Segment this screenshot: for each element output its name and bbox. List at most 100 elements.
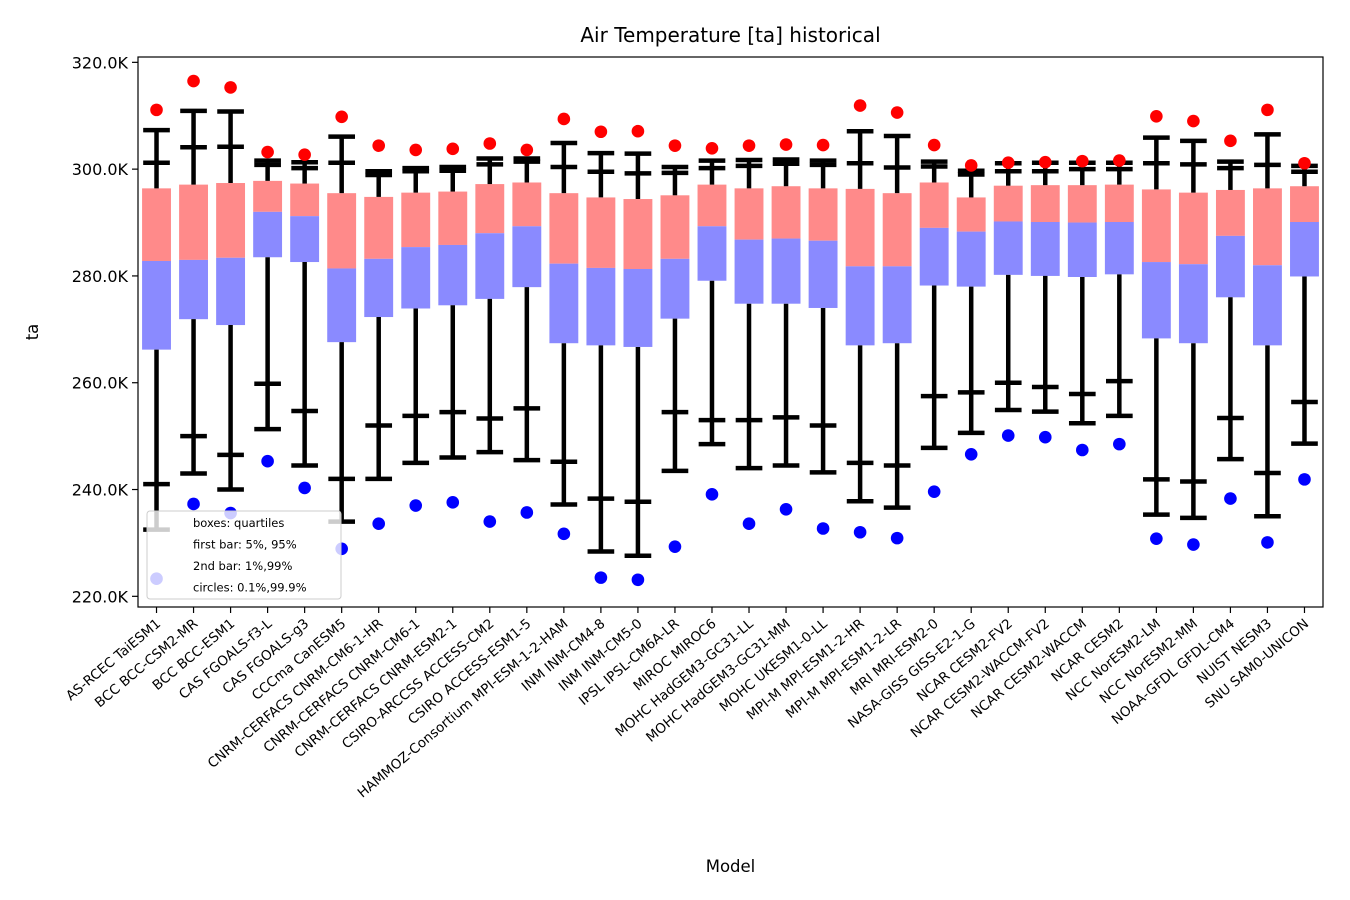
upper-quartile-box bbox=[623, 199, 653, 269]
chart-title: Air Temperature [ta] historical bbox=[580, 23, 880, 47]
lower-quartile-box bbox=[919, 227, 949, 286]
lower-quartile-box bbox=[475, 233, 505, 299]
circle-0-1 bbox=[964, 447, 978, 461]
box-group bbox=[475, 137, 505, 528]
circle-0-1 bbox=[520, 506, 534, 519]
legend-box bbox=[146, 510, 342, 600]
circle-99-9 bbox=[372, 139, 386, 152]
upper-quartile-box bbox=[919, 182, 949, 228]
lower-quartile-box bbox=[993, 221, 1023, 275]
circle-0-1 bbox=[705, 488, 719, 501]
circle-0-1 bbox=[1150, 532, 1163, 545]
lower-quartile-box bbox=[1104, 222, 1134, 275]
circle-99-9 bbox=[1038, 155, 1052, 169]
y-axis: 220.0K 240.0K 260.0K 280.0K 300.0K 320.0K bbox=[72, 53, 138, 606]
circle-0-1 bbox=[631, 573, 645, 587]
lower-quartile-box bbox=[1253, 265, 1282, 346]
lower-quartile-box bbox=[734, 239, 764, 304]
y-tick-label: 280.0K bbox=[72, 267, 129, 286]
circle-0-1 bbox=[816, 522, 830, 535]
upper-quartile-box bbox=[1253, 188, 1282, 266]
circle-99-9 bbox=[520, 143, 534, 157]
lower-quartile-box bbox=[253, 211, 283, 258]
circle-99-9 bbox=[298, 148, 311, 162]
lower-quartile-box bbox=[216, 257, 246, 326]
upper-quartile-box bbox=[771, 186, 801, 239]
lower-quartile-box bbox=[1067, 222, 1097, 277]
circle-0-1 bbox=[298, 481, 311, 495]
x-axis-label: Model bbox=[706, 857, 756, 876]
lower-quartile-box bbox=[179, 259, 208, 320]
circle-0-1 bbox=[557, 527, 571, 541]
lower-quartile-box bbox=[845, 266, 875, 346]
lower-quartile-box bbox=[956, 231, 986, 287]
axes-frame bbox=[137, 56, 1324, 608]
box-group bbox=[697, 142, 727, 501]
lower-quartile-box bbox=[401, 247, 431, 309]
circle-99-9 bbox=[483, 137, 497, 150]
lower-quartile-box bbox=[1141, 262, 1171, 339]
circle-99-9 bbox=[224, 81, 237, 94]
upper-quartile-box bbox=[1067, 185, 1097, 223]
circle-0-1 bbox=[261, 454, 274, 468]
lower-quartile-box bbox=[697, 226, 727, 281]
upper-quartile-box bbox=[1030, 185, 1060, 222]
circle-99-9 bbox=[816, 138, 830, 152]
lower-quartile-box bbox=[1290, 222, 1319, 277]
lower-quartile-box bbox=[1215, 235, 1245, 298]
box-group bbox=[956, 159, 986, 461]
circle-99-9 bbox=[187, 74, 200, 88]
box-group bbox=[327, 110, 357, 556]
lower-quartile-box bbox=[364, 258, 394, 318]
y-tick-label: 320.0K bbox=[72, 53, 129, 72]
circle-0-1 bbox=[1261, 536, 1274, 549]
circle-0-1 bbox=[446, 496, 460, 509]
box-group bbox=[586, 125, 616, 584]
box-group bbox=[1104, 154, 1134, 451]
circle-0-1 bbox=[187, 497, 200, 511]
circle-99-9 bbox=[853, 99, 867, 112]
box-group bbox=[808, 138, 838, 535]
circle-0-1 bbox=[1224, 492, 1237, 505]
circle-99-9 bbox=[1075, 154, 1089, 168]
box-group bbox=[993, 156, 1023, 442]
circle-99-9 bbox=[1113, 154, 1126, 167]
legend: boxes: quartiles first bar: 5%, 95% 2nd … bbox=[146, 510, 342, 600]
legend-entry-boxes: boxes: quartiles bbox=[193, 516, 284, 530]
y-tick-label: 260.0K bbox=[72, 374, 129, 393]
lower-quartile-box bbox=[808, 240, 838, 308]
upper-quartile-box bbox=[845, 188, 875, 267]
upper-quartile-box bbox=[956, 197, 986, 232]
circle-99-9 bbox=[631, 124, 645, 138]
plot-area bbox=[142, 74, 1319, 587]
upper-quartile-box bbox=[1104, 184, 1134, 222]
upper-quartile-box bbox=[512, 182, 542, 227]
upper-quartile-box bbox=[475, 184, 505, 234]
circle-0-1 bbox=[1038, 430, 1052, 444]
box-group bbox=[623, 124, 653, 587]
circle-0-1 bbox=[1001, 429, 1015, 442]
circle-0-1 bbox=[853, 525, 867, 539]
circle-0-1 bbox=[1075, 443, 1089, 457]
lower-quartile-box bbox=[1030, 222, 1060, 276]
upper-quartile-box bbox=[660, 195, 690, 259]
circle-0-1 bbox=[1113, 437, 1126, 451]
upper-quartile-box bbox=[1141, 189, 1171, 263]
box-group bbox=[364, 139, 394, 530]
circle-99-9 bbox=[446, 142, 460, 156]
upper-quartile-box bbox=[1290, 186, 1319, 222]
circle-0-1 bbox=[372, 517, 386, 530]
box-group bbox=[549, 112, 579, 541]
legend-entry-circles: circles: 0.1%,99.9% bbox=[193, 581, 307, 595]
legend-entry-first-bar: first bar: 5%, 95% bbox=[193, 538, 297, 552]
upper-quartile-box bbox=[586, 197, 616, 268]
box-group bbox=[1030, 155, 1060, 444]
circle-0-1 bbox=[742, 517, 756, 530]
y-tick-label: 300.0K bbox=[72, 160, 129, 179]
lower-quartile-box bbox=[512, 226, 542, 288]
lower-quartile-box bbox=[1178, 264, 1208, 344]
lower-quartile-box bbox=[623, 268, 653, 347]
circle-99-9 bbox=[1001, 156, 1015, 170]
lower-quartile-box bbox=[290, 216, 320, 263]
box-group bbox=[1178, 114, 1208, 551]
